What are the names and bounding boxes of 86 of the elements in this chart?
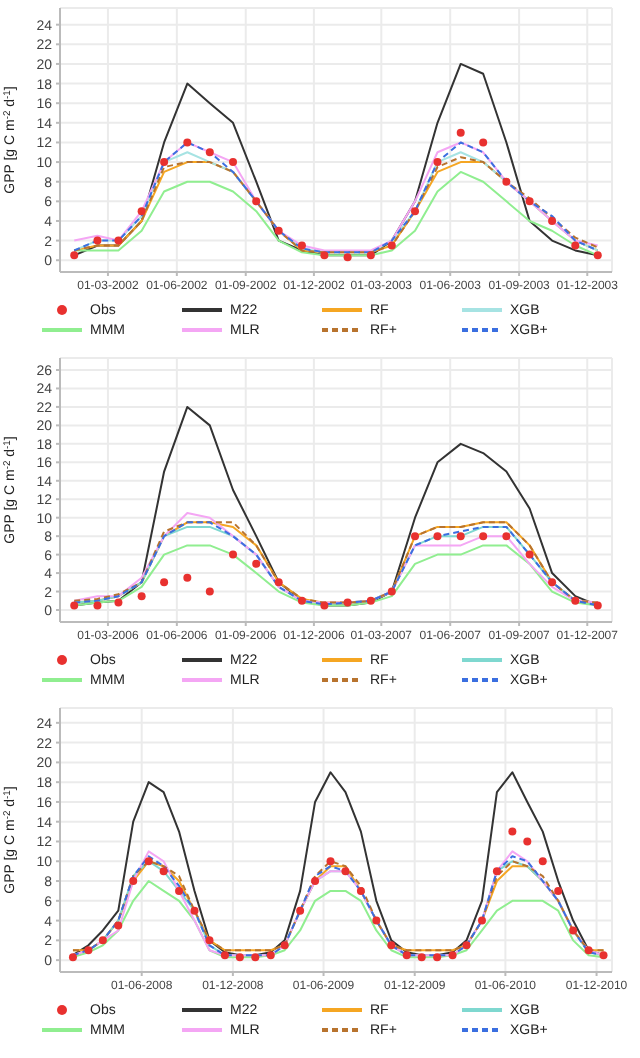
point bbox=[366, 251, 375, 260]
point bbox=[98, 936, 107, 945]
point bbox=[160, 158, 169, 167]
point bbox=[411, 207, 420, 216]
point bbox=[175, 886, 184, 895]
point bbox=[235, 953, 244, 962]
point bbox=[93, 236, 102, 245]
point bbox=[593, 251, 602, 260]
point bbox=[114, 236, 123, 245]
point bbox=[144, 857, 153, 866]
point bbox=[266, 951, 275, 960]
point bbox=[599, 951, 608, 960]
point bbox=[479, 532, 488, 541]
point bbox=[229, 550, 238, 559]
point bbox=[372, 916, 381, 925]
point bbox=[402, 951, 411, 960]
point bbox=[205, 587, 214, 596]
point bbox=[525, 197, 534, 206]
point bbox=[311, 877, 320, 886]
point bbox=[93, 601, 102, 610]
point bbox=[297, 241, 306, 250]
line-series bbox=[71, 880, 605, 959]
point bbox=[183, 573, 192, 582]
line-series bbox=[73, 544, 599, 607]
point bbox=[456, 128, 465, 137]
point bbox=[159, 867, 168, 876]
point bbox=[584, 946, 593, 955]
point bbox=[343, 598, 352, 607]
point bbox=[70, 251, 79, 260]
point bbox=[137, 207, 146, 216]
point bbox=[593, 601, 602, 610]
point bbox=[502, 532, 511, 541]
point bbox=[479, 138, 488, 147]
point bbox=[326, 857, 335, 866]
point bbox=[387, 587, 396, 596]
point bbox=[70, 601, 79, 610]
point bbox=[190, 906, 199, 915]
point bbox=[137, 592, 146, 601]
point bbox=[387, 241, 396, 250]
point bbox=[183, 138, 192, 147]
point bbox=[502, 177, 511, 186]
point bbox=[477, 916, 486, 925]
point bbox=[523, 837, 532, 846]
point bbox=[571, 241, 580, 250]
point bbox=[84, 946, 93, 955]
point bbox=[205, 148, 214, 157]
point bbox=[417, 953, 426, 962]
point bbox=[251, 953, 260, 962]
point bbox=[343, 253, 352, 262]
point bbox=[129, 877, 138, 886]
point bbox=[548, 578, 557, 587]
point bbox=[356, 886, 365, 895]
point bbox=[274, 578, 283, 587]
point bbox=[220, 951, 229, 960]
point bbox=[456, 532, 465, 541]
point bbox=[229, 158, 238, 167]
point bbox=[160, 578, 169, 587]
point bbox=[462, 941, 471, 950]
point bbox=[252, 559, 261, 568]
point bbox=[411, 532, 420, 541]
point bbox=[433, 158, 442, 167]
point bbox=[366, 596, 375, 605]
point bbox=[554, 886, 563, 895]
point bbox=[341, 867, 350, 876]
point bbox=[387, 941, 396, 950]
point bbox=[525, 550, 534, 559]
point bbox=[571, 596, 580, 605]
point bbox=[114, 921, 123, 930]
point bbox=[280, 941, 289, 950]
point bbox=[433, 532, 442, 541]
point bbox=[205, 936, 214, 945]
point bbox=[274, 226, 283, 235]
point bbox=[492, 867, 501, 876]
point bbox=[548, 216, 557, 225]
point bbox=[508, 827, 517, 836]
point bbox=[448, 951, 457, 960]
point bbox=[538, 857, 547, 866]
point bbox=[252, 197, 261, 206]
point bbox=[320, 601, 329, 610]
point bbox=[296, 906, 305, 915]
point bbox=[114, 598, 123, 607]
point bbox=[297, 596, 306, 605]
point bbox=[433, 953, 442, 962]
point bbox=[569, 926, 578, 935]
point bbox=[68, 953, 77, 962]
point bbox=[320, 251, 329, 260]
